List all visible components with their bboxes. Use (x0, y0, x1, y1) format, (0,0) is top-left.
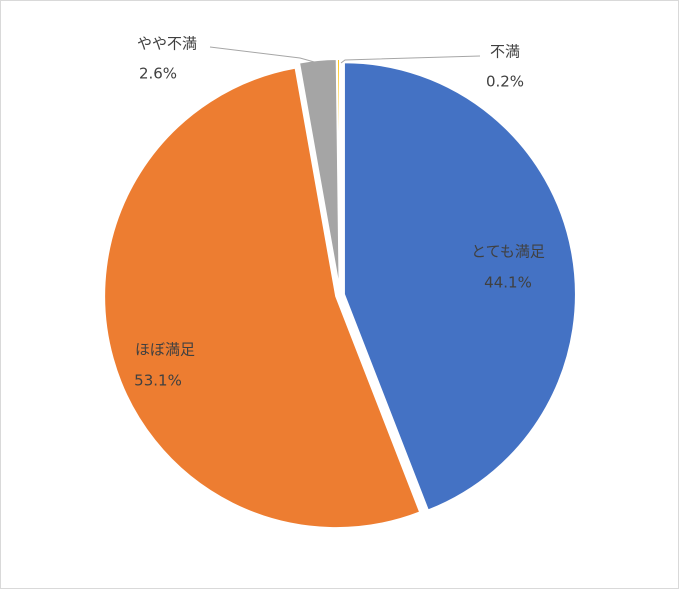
leader-line (209, 46, 319, 64)
slice-label: とても満足 (471, 243, 545, 261)
pie-slice (336, 58, 341, 292)
value-label: 0.2% (486, 73, 524, 91)
slice-label: 不満 (490, 43, 520, 61)
value-label: 53.1% (134, 372, 182, 390)
pie-slice (103, 66, 422, 530)
value-label: 44.1% (484, 274, 532, 292)
slice-label: やや不満 (137, 35, 197, 53)
pie-slice (342, 61, 577, 512)
leader-line (340, 55, 481, 64)
slice-label: ほぼ満足 (135, 341, 195, 359)
value-label: 2.6% (139, 65, 177, 83)
